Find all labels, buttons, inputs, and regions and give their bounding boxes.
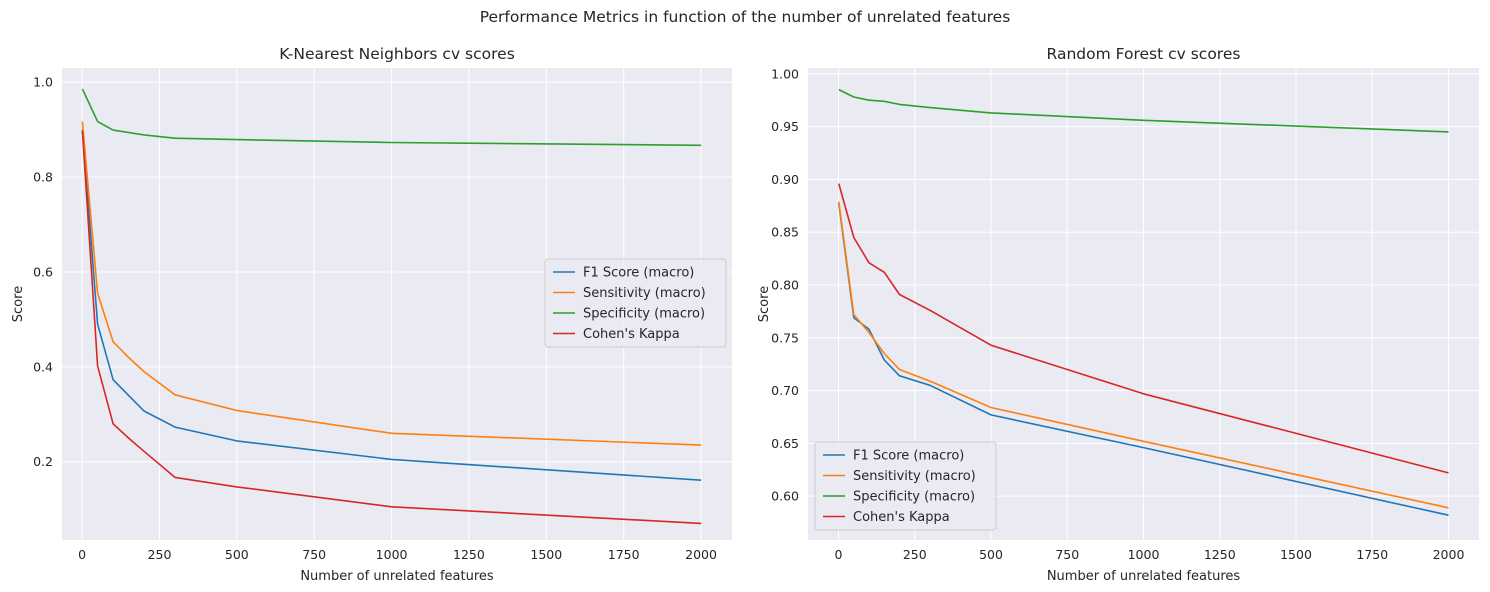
figure-title: Performance Metrics in function of the n…	[479, 8, 1011, 26]
x-tick-label: 750	[1055, 547, 1079, 562]
y-tick-label: 1.0	[33, 75, 53, 90]
legend-box	[814, 441, 997, 531]
series-line-cohen-s-kappa	[838, 183, 1449, 474]
x-tick-label: 250	[903, 547, 927, 562]
x-tick-label: 750	[302, 547, 326, 562]
y-tick-label: 0.75	[771, 330, 799, 345]
x-tick-label: 1250	[1204, 547, 1236, 562]
y-tick-label: 0.65	[771, 436, 799, 451]
series-line-sensitivity-macro	[838, 201, 1449, 509]
y-tick-label: 0.60	[771, 489, 799, 504]
y-tick-label: 0.90	[771, 172, 799, 187]
legend-entry-f1-score-macro: F1 Score (macro)	[583, 266, 694, 281]
series-line-sensitivity-macro	[81, 121, 702, 446]
chart-title: Random Forest cv scores	[1047, 45, 1241, 63]
y-tick-label: 0.2	[33, 454, 53, 469]
x-tick-label: 1750	[608, 547, 640, 562]
legend-entry-specificity-macro: Specificity (macro)	[583, 307, 705, 322]
x-tick-label: 1250	[453, 547, 485, 562]
x-tick-label: 500	[979, 547, 1003, 562]
legend-entry-specificity-macro: Specificity (macro)	[853, 490, 975, 505]
y-tick-label: 0.95	[771, 119, 799, 134]
y-axis-label: Score	[757, 286, 772, 322]
knn-chart-panel: 0 250 500 750 1000 1250 1500 1750 2000 0.2 0.4 0.6 0…	[11, 45, 732, 584]
x-axis-label: Number of unrelated features	[300, 569, 494, 584]
y-tick-label: 0.85	[771, 225, 799, 240]
x-tick-label: 1000	[376, 547, 408, 562]
series-line-f1-score-macro	[81, 129, 702, 481]
x-tick-label: 1750	[1356, 547, 1388, 562]
x-axis-label: Number of unrelated features	[1047, 569, 1241, 584]
y-tick-label: 0.6	[33, 264, 53, 279]
x-tick-label: 500	[225, 547, 249, 562]
x-tick-label: 2000	[685, 547, 717, 562]
y-axis-label: Score	[11, 286, 26, 322]
legend-entry-sensitivity-macro: Sensitivity (macro)	[583, 286, 706, 301]
x-tick-label: 1500	[530, 547, 562, 562]
y-tick-label: 0.8	[33, 170, 53, 185]
x-tick-label: 1500	[1280, 547, 1312, 562]
legend-entry-f1-score-macro: F1 Score (macro)	[853, 449, 964, 464]
x-tick-label: 1000	[1128, 547, 1160, 562]
series-line-specificity-macro	[838, 88, 1449, 133]
legend-entry-cohen-s-kappa: Cohen's Kappa	[583, 327, 680, 342]
x-tick-label: 250	[148, 547, 172, 562]
series-line-cohen-s-kappa	[81, 131, 702, 525]
legend-entry-sensitivity-macro: Sensitivity (macro)	[853, 469, 976, 484]
y-tick-label: 0.4	[33, 359, 53, 374]
legend-entry-cohen-s-kappa: Cohen's Kappa	[853, 510, 950, 525]
series-line-specificity-macro	[81, 88, 702, 147]
random-forest-chart-panel: 0 250 500 750 1000 1250 1500 1750 2000 0.60 0.65 0.…	[757, 45, 1479, 584]
y-tick-label: 0.80	[771, 277, 799, 292]
y-tick-label: 1.00	[771, 66, 799, 81]
legend-box	[544, 258, 727, 348]
x-tick-label: 0	[835, 547, 843, 562]
x-tick-label: 0	[78, 547, 86, 562]
x-tick-label: 2000	[1433, 547, 1465, 562]
y-tick-label: 0.70	[771, 383, 799, 398]
chart-title: K-Nearest Neighbors cv scores	[279, 45, 515, 63]
